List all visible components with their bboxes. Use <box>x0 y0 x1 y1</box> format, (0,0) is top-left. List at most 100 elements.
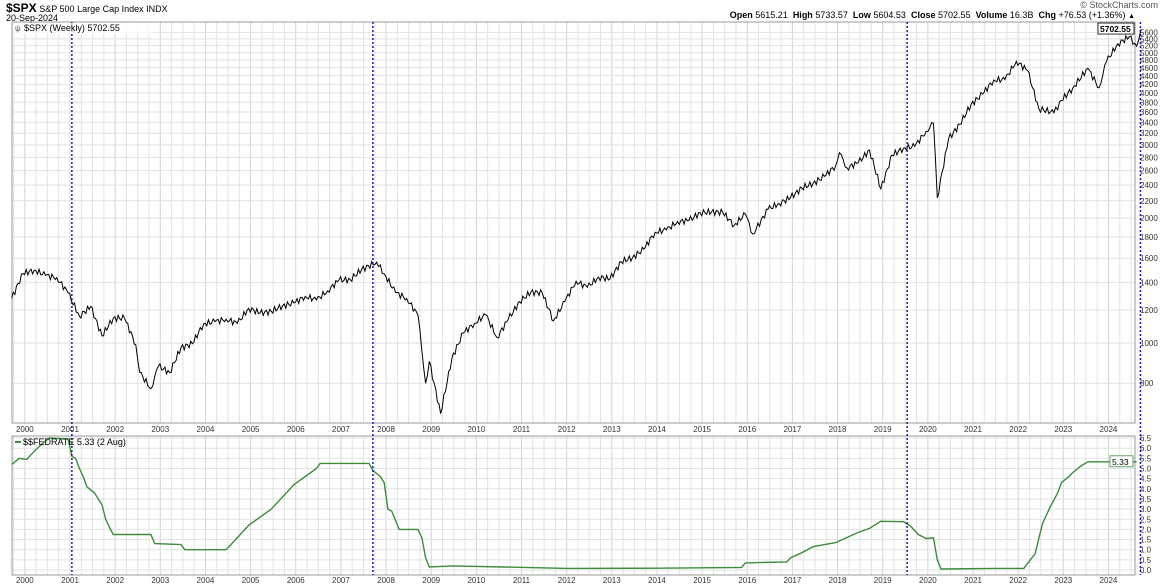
x-tick-label: 2001 <box>61 576 79 585</box>
y-tick-label: 5200 <box>1140 42 1158 51</box>
x-tick-label: 2010 <box>467 425 485 434</box>
y-tick-label: 5.5 <box>1140 454 1152 463</box>
y-tick-label: 0.0 <box>1140 566 1152 575</box>
x-tick-label: 2021 <box>964 425 982 434</box>
y-tick-label: 4.0 <box>1140 485 1152 494</box>
x-tick-label: 2017 <box>784 576 802 585</box>
x-tick-label: 2012 <box>558 425 576 434</box>
chart-title: $SPX S&P 500 Large Cap Index INDX <box>6 1 168 15</box>
x-tick-label: 2007 <box>332 425 350 434</box>
y-tick-label: 1600 <box>1140 254 1158 263</box>
y-tick-label: 1200 <box>1140 306 1158 315</box>
x-tick-label: 2013 <box>603 425 621 434</box>
x-tick-label: 2018 <box>829 425 847 434</box>
x-tick-label: 2002 <box>106 425 124 434</box>
y-tick-label: 4600 <box>1140 64 1158 73</box>
y-tick-label: 4.5 <box>1140 475 1152 484</box>
y-tick-label: 3.5 <box>1140 495 1152 504</box>
y-tick-label: 2.5 <box>1140 515 1152 524</box>
y-tick-label: 0.5 <box>1140 556 1152 565</box>
x-tick-label: 2020 <box>919 425 937 434</box>
x-tick-label: 2012 <box>558 576 576 585</box>
x-tick-label: 2020 <box>919 576 937 585</box>
y-tick-label: 6.5 <box>1140 434 1152 443</box>
x-tick-label: 2019 <box>874 576 892 585</box>
y-tick-label: 2800 <box>1140 153 1158 162</box>
y-tick-label: 3400 <box>1140 118 1158 127</box>
x-tick-label: 2000 <box>16 425 34 434</box>
x-tick-label: 2007 <box>332 576 350 585</box>
security-name: S&P 500 Large Cap Index <box>39 4 144 14</box>
last-value-tag <box>1097 22 1135 35</box>
y-tick-label: 5400 <box>1140 35 1158 44</box>
y-tick-label: 3600 <box>1140 108 1158 117</box>
x-tick-label: 2005 <box>242 425 260 434</box>
chg-value: +76.53 (+1.36%) <box>1058 10 1126 20</box>
y-tick-label: 3000 <box>1140 141 1158 150</box>
low-value: 5604.53 <box>873 10 906 20</box>
x-tick-label: 2024 <box>1100 576 1118 585</box>
panel-frame <box>11 435 1136 576</box>
x-tick-label: 2023 <box>1054 576 1072 585</box>
x-tick-label: 2004 <box>197 576 215 585</box>
x-tick-label: 2009 <box>422 425 440 434</box>
spx-price-line <box>11 28 1142 414</box>
y-tick-label: 2200 <box>1140 197 1158 206</box>
x-tick-label: 2023 <box>1054 425 1072 434</box>
last-value-label: 5702.55 <box>1100 24 1131 34</box>
x-tick-label: 2016 <box>738 576 756 585</box>
up-arrow-icon: ▲ <box>1128 13 1135 20</box>
chart-date: 20-Sep-2024 <box>6 13 59 23</box>
y-tick-label: 2000 <box>1140 214 1158 223</box>
x-tick-label: 2016 <box>738 425 756 434</box>
chg-label: Chg <box>1038 10 1056 20</box>
x-tick-label: 2003 <box>151 576 169 585</box>
y-tick-label: 3200 <box>1140 129 1158 138</box>
x-tick-label: 2008 <box>377 576 395 585</box>
spx-legend: $SPX (Weekly) 5702.55 <box>24 23 120 33</box>
legend-background <box>13 23 153 34</box>
x-tick-label: 2019 <box>874 425 892 434</box>
x-tick-label: 2009 <box>422 576 440 585</box>
y-tick-label: 3.0 <box>1140 505 1152 514</box>
y-tick-label: 2400 <box>1140 181 1158 190</box>
y-tick-label: 4400 <box>1140 72 1158 81</box>
x-tick-label: 2003 <box>151 425 169 434</box>
y-tick-label: 3800 <box>1140 98 1158 107</box>
y-tick-label: 5600 <box>1140 28 1158 37</box>
volume-value: 16.3B <box>1009 10 1034 20</box>
x-tick-label: 2015 <box>693 576 711 585</box>
last-value-tag <box>1109 455 1134 468</box>
y-tick-label: 800 <box>1140 379 1154 388</box>
low-label: Low <box>852 10 871 20</box>
y-tick-label: 4200 <box>1140 80 1158 89</box>
x-tick-label: 2021 <box>964 576 982 585</box>
y-tick-label: 1000 <box>1140 339 1158 348</box>
x-tick-label: 2022 <box>1009 576 1027 585</box>
exchange: INDX <box>146 4 168 14</box>
x-tick-label: 2011 <box>513 576 531 585</box>
y-tick-label: 1.5 <box>1140 536 1152 545</box>
y-tick-label: 2600 <box>1140 167 1158 176</box>
y-tick-label: 2.0 <box>1140 525 1152 534</box>
x-tick-label: 2015 <box>693 425 711 434</box>
y-tick-label: 5000 <box>1140 49 1158 58</box>
last-value-label: 5.33 <box>1112 457 1129 467</box>
y-tick-label: 4000 <box>1140 89 1158 98</box>
symbol: $SPX <box>6 1 37 15</box>
y-tick-label: 1800 <box>1140 233 1158 242</box>
candle-icon: ψ <box>15 24 21 33</box>
fedrate-line <box>11 437 1137 570</box>
y-tick-label: 1400 <box>1140 278 1158 287</box>
x-tick-label: 2000 <box>16 576 34 585</box>
x-tick-label: 2004 <box>197 425 215 434</box>
x-tick-label: 2018 <box>829 576 847 585</box>
x-tick-label: 2005 <box>242 576 260 585</box>
x-tick-label: 2011 <box>513 425 531 434</box>
fedrate-legend: $$FEDRATE 5.33 (2 Aug) <box>23 437 126 447</box>
x-tick-label: 2013 <box>603 576 621 585</box>
x-tick-label: 2022 <box>1009 425 1027 434</box>
open-label: Open <box>729 10 753 20</box>
watermark: © StockCharts.com <box>1080 0 1158 10</box>
